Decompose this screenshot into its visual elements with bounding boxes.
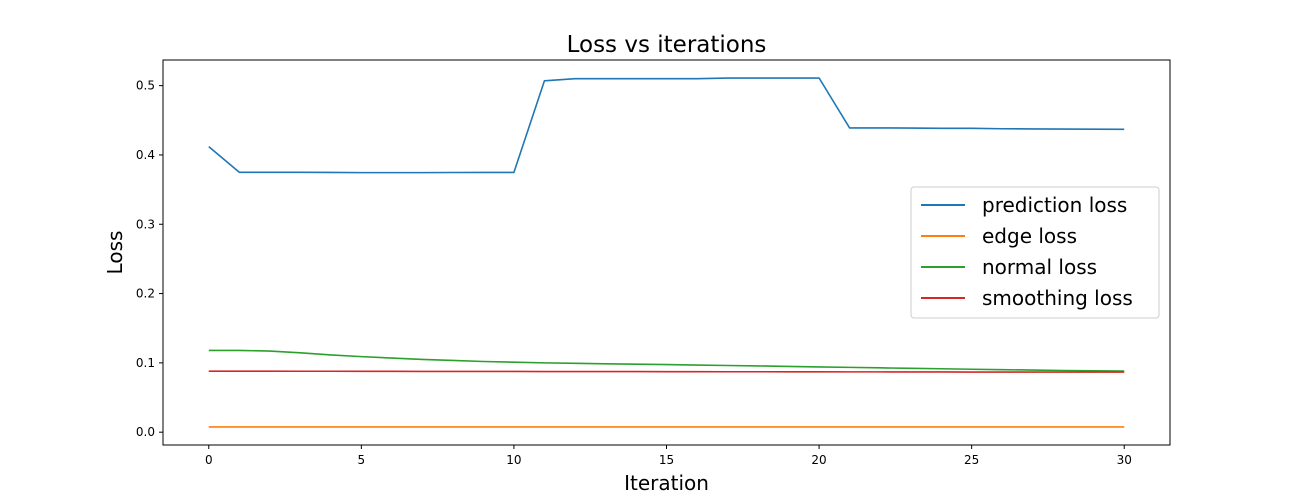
y-tick-label: 0.4 <box>136 148 155 162</box>
legend-label: smoothing loss <box>982 286 1133 310</box>
series-line-smoothing-loss <box>208 370 1125 373</box>
x-axis-title: Iteration <box>624 471 709 495</box>
x-axis: 0 5 10 15 20 25 30 <box>205 445 1132 467</box>
x-tick-label: 30 <box>1117 453 1132 467</box>
y-tick-label: 0.2 <box>136 287 155 301</box>
y-tick-label: 0.5 <box>136 79 155 93</box>
y-axis-title: Loss <box>103 231 127 275</box>
y-tick-label: 0.1 <box>136 356 155 370</box>
legend-box <box>910 186 1160 319</box>
legend-label: normal loss <box>982 255 1097 279</box>
series-line-prediction-loss <box>208 77 1125 174</box>
chart-title: Loss vs iterations <box>567 32 767 58</box>
x-tick-label: 10 <box>506 453 521 467</box>
series-lines <box>208 77 1125 428</box>
y-tick-label: 0.3 <box>136 217 155 231</box>
y-axis: 0.0 0.1 0.2 0.3 0.4 0.5 <box>136 79 163 439</box>
legend-label: edge loss <box>982 224 1077 248</box>
x-tick-label: 15 <box>659 453 674 467</box>
legend-label: prediction loss <box>982 193 1127 217</box>
series-line-normal-loss <box>208 349 1125 372</box>
x-tick-label: 20 <box>811 453 826 467</box>
legend: prediction loss edge loss normal loss smoot… <box>910 186 1160 319</box>
x-tick-label: 25 <box>964 453 979 467</box>
x-tick-label: 5 <box>358 453 366 467</box>
y-tick-label: 0.0 <box>136 425 155 439</box>
x-tick-label: 0 <box>205 453 213 467</box>
